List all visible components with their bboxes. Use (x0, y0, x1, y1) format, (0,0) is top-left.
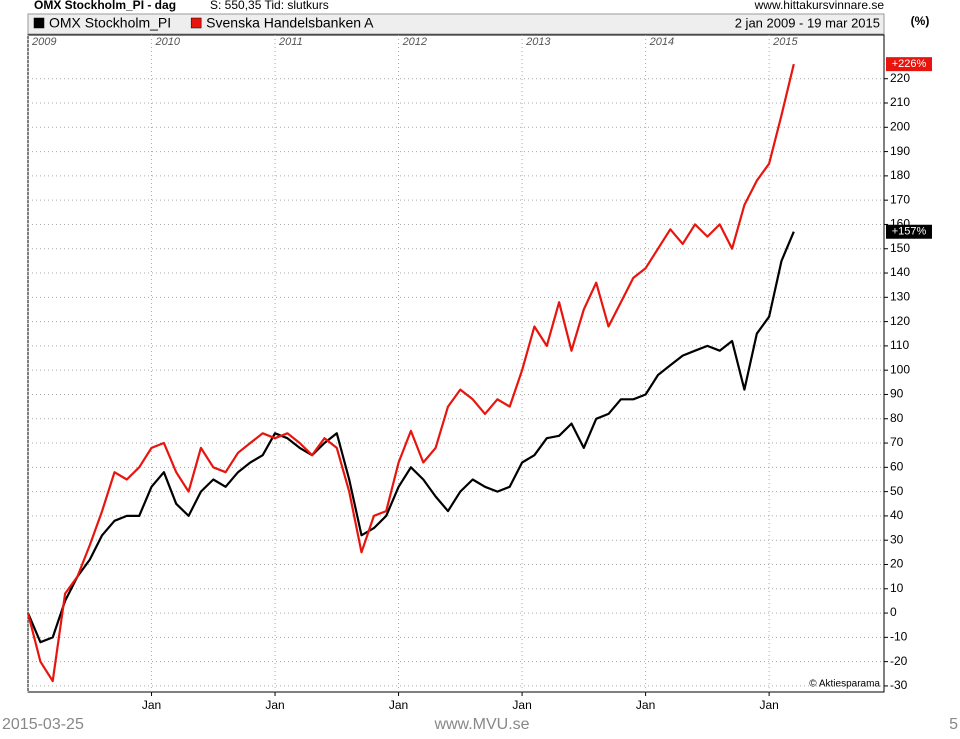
legend-label: OMX Stockholm_PI (49, 15, 171, 31)
legend-swatch (33, 17, 45, 29)
y-tick-label: 50 (890, 484, 904, 498)
x-tick-label: Jan (389, 698, 408, 712)
x-tick-label: 2012 (402, 36, 427, 48)
x-tick-label: 2015 (772, 36, 798, 48)
x-tick-label: Jan (142, 698, 161, 712)
y-tick-label: 130 (890, 289, 910, 303)
legend-swatch (190, 17, 202, 29)
y-tick-label: 210 (890, 95, 910, 109)
date-range: 2 jan 2009 - 19 mar 2015 (735, 15, 880, 30)
plot-area (27, 34, 885, 693)
end-label: +226% (892, 58, 927, 70)
credit: © Aktiesparama (809, 679, 880, 690)
source: www.hittakursvinnare.se (754, 0, 885, 12)
footer-date: 2015-03-25 (2, 716, 84, 733)
y-tick-label: 200 (890, 119, 910, 133)
y-tick-label: -30 (890, 678, 908, 692)
x-tick-label: Jan (265, 698, 284, 712)
y-tick-label: 150 (890, 241, 910, 255)
end-label-box (886, 57, 932, 72)
y-tick-label: 30 (890, 532, 904, 546)
y-tick-label: 110 (890, 338, 909, 352)
x-tick-label: 2011 (278, 36, 303, 48)
page-number: 5 (949, 716, 958, 733)
y-tick-label: -10 (890, 630, 908, 644)
end-label-box (886, 224, 932, 239)
y-tick-label: 180 (890, 168, 910, 182)
y-tick-label: 140 (890, 265, 910, 279)
y-axis-label: (%) (911, 14, 930, 28)
y-tick-label: 100 (890, 362, 910, 376)
x-tick-label: 2010 (155, 36, 181, 48)
y-tick-label: 80 (890, 411, 904, 425)
y-tick-label: 90 (890, 387, 904, 401)
legend-bar (27, 13, 885, 35)
y-tick-label: 20 (890, 557, 904, 571)
line-series (26, 63, 795, 683)
line-series (26, 231, 795, 644)
y-tick-label: 10 (890, 581, 904, 595)
y-tick-label: 170 (890, 192, 910, 206)
y-tick-label: 120 (890, 314, 910, 328)
end-label: +157% (892, 226, 927, 238)
x-tick-label: Jan (636, 698, 655, 712)
chart-title: OMX Stockholm_PI - dag (34, 0, 176, 12)
footer-site: www.MVU.se (433, 716, 529, 733)
x-tick-label: 2013 (525, 36, 551, 48)
y-tick-label: 190 (890, 144, 910, 158)
y-tick-label: 0 (890, 605, 897, 619)
x-tick-label: 2014 (649, 36, 674, 48)
y-tick-label: -20 (890, 654, 908, 668)
legend-label: Svenska Handelsbanken A (206, 15, 374, 31)
x-tick-label: Jan (512, 698, 531, 712)
y-tick-label: 60 (890, 460, 904, 474)
x-tick-label: Jan (759, 698, 778, 712)
y-tick-label: 220 (890, 71, 910, 85)
y-tick-label: 40 (890, 508, 904, 522)
chart-subtitle: S: 550,35 Tid: slutkurs (210, 0, 329, 12)
x-tick-label: 2009 (31, 36, 56, 48)
y-tick-label: 70 (890, 435, 904, 449)
